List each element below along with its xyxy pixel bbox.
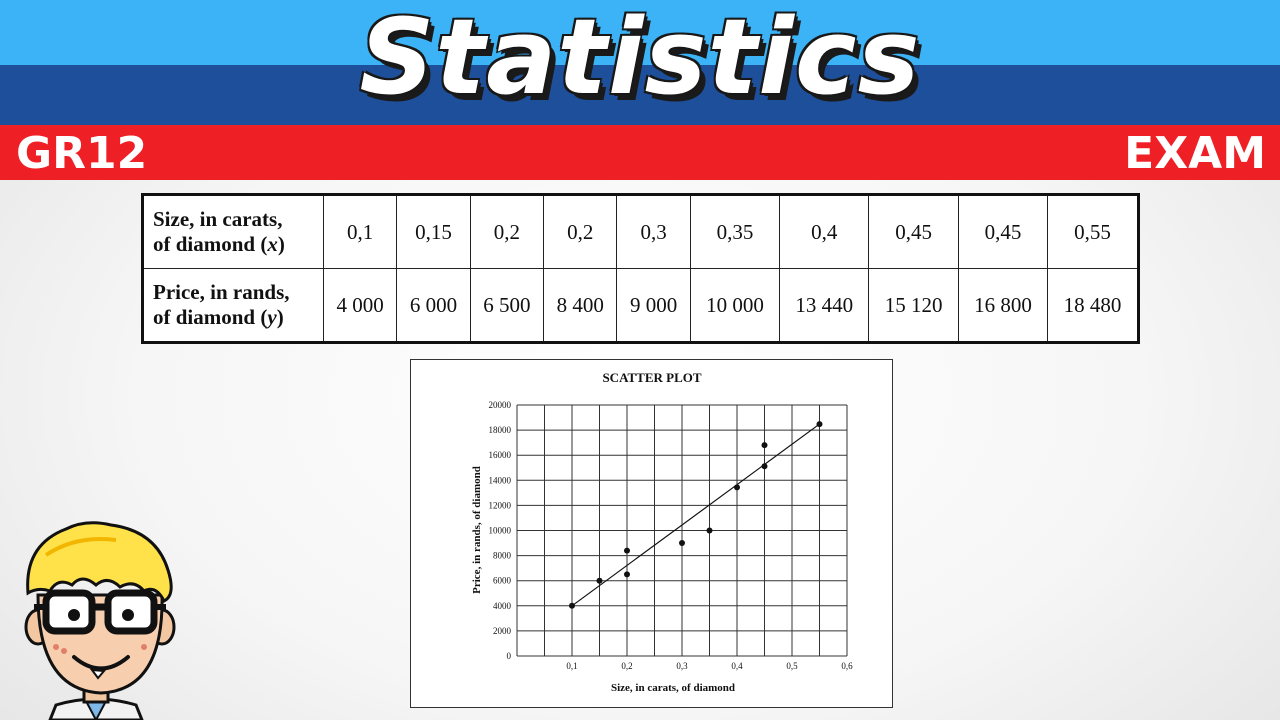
trend-line-group — [571, 423, 820, 607]
data-point — [624, 547, 630, 554]
x-tick-label: 0,4 — [731, 661, 743, 671]
data-table: Size, in carats, of diamond (x) 0,1 0,15… — [141, 193, 1140, 344]
data-point — [706, 527, 713, 534]
table-cell: 0,35 — [689, 194, 781, 269]
x-tick-label: 0,6 — [841, 661, 853, 671]
y-axis-label: Price, in rands, of diamond — [471, 466, 483, 594]
table-cell: 0,2 — [469, 194, 545, 269]
exam-label: EXAM — [1124, 128, 1266, 179]
row-header-price: Price, in rands, of diamond (y) — [142, 268, 324, 343]
y-tick-label: 2000 — [493, 626, 512, 636]
table-cell: 0,1 — [322, 194, 398, 269]
data-point — [569, 602, 575, 609]
y-tick-label: 10000 — [489, 526, 512, 536]
table-cell: 6 500 — [469, 268, 545, 343]
table-cell: 9 000 — [616, 268, 691, 343]
trend-line — [571, 423, 820, 607]
mascot-illustration — [24, 521, 176, 720]
data-points — [569, 421, 823, 609]
page-title: Statistics — [359, 0, 921, 118]
header-band-dark — [0, 65, 1280, 125]
row-header-size: Size, in carats, of diamond (x) — [142, 194, 324, 269]
y-tick-label: 18000 — [489, 425, 512, 435]
table-cell: 16 800 — [957, 268, 1049, 343]
data-point — [679, 540, 685, 547]
data-point — [816, 421, 823, 428]
y-tick-label: 4000 — [493, 601, 512, 611]
scatter-plot: SCATTER PLOT Price, in rands, of diamond… — [471, 370, 854, 694]
y-tick-label: 8000 — [493, 551, 512, 561]
table-cell: 4 000 — [322, 268, 398, 343]
data-point — [624, 571, 630, 578]
table-cell: 0,55 — [1047, 194, 1139, 269]
row-header-line: of diamond — [153, 232, 256, 256]
y-tick-label: 20000 — [489, 400, 512, 410]
table-cell: 18 480 — [1047, 268, 1139, 343]
table-cell: 8 400 — [543, 268, 618, 343]
table-cell: 6 000 — [396, 268, 471, 343]
data-point — [761, 442, 768, 449]
table-cell: 10 000 — [689, 268, 781, 343]
y-tick-label: 16000 — [489, 450, 512, 460]
y-tick-label: 14000 — [489, 475, 512, 485]
table-cell: 0,4 — [779, 194, 870, 269]
variable-symbol: x — [267, 232, 278, 256]
variable-symbol: y — [267, 305, 277, 329]
table-row: Price, in rands, of diamond (y) 4 000 6 … — [142, 268, 1139, 343]
table-cell: 0,45 — [868, 194, 959, 269]
row-header-line: of diamond — [153, 305, 256, 329]
y-tick-label: 6000 — [493, 576, 512, 586]
x-tick-label: 0,5 — [786, 661, 798, 671]
table-cell: 15 120 — [868, 268, 959, 343]
grade-label: GR12 — [16, 128, 148, 179]
tick-labels: 0 2000 4000 6000 8000 10000 12000 14000 16000 180… — [489, 400, 854, 671]
table-cell: 0,45 — [957, 194, 1049, 269]
header-band-red — [0, 125, 1280, 180]
chart-title: SCATTER PLOT — [602, 370, 701, 385]
table-cell: 0,3 — [616, 194, 691, 269]
x-axis-label: Size, in carats, of diamond — [611, 682, 735, 694]
data-point — [734, 484, 740, 491]
x-tick-label: 0,1 — [566, 661, 577, 671]
table-cell: 13 440 — [779, 268, 870, 343]
y-tick-label: 0 — [507, 651, 512, 661]
y-tick-label: 12000 — [489, 500, 512, 510]
table-cell: 0,15 — [396, 194, 471, 269]
table-cell: 0,2 — [543, 194, 618, 269]
table-row: Size, in carats, of diamond (x) 0,1 0,15… — [142, 194, 1139, 269]
x-tick-label: 0,2 — [621, 661, 632, 671]
scatter-plot-panel: SCATTER PLOT Price, in rands, of diamond… — [410, 359, 893, 708]
grid — [516, 404, 848, 657]
data-point — [761, 463, 768, 470]
x-tick-label: 0,3 — [676, 661, 688, 671]
data-point — [596, 577, 603, 584]
row-header-line: Price, in rands, — [153, 280, 290, 304]
header-band-light — [0, 0, 1280, 65]
row-header-line: Size, in carats, — [153, 207, 283, 231]
